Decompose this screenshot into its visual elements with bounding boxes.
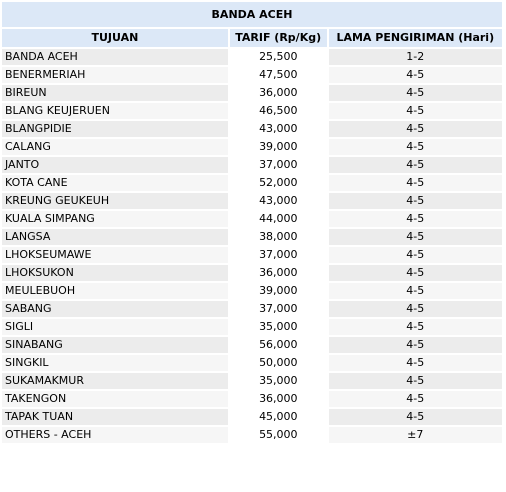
destination-cell: TAKENGON	[2, 391, 228, 407]
region-title: BANDA ACEH	[2, 2, 502, 27]
destination-cell: BANDA ACEH	[2, 49, 228, 65]
tariff-cell: 52,000	[229, 175, 327, 191]
tariff-cell: 39,000	[229, 283, 327, 299]
destination-cell: SINABANG	[2, 337, 228, 353]
table-row: LHOKSUKON 36,000 4-5	[2, 265, 502, 281]
duration-cell: 1-2	[328, 49, 502, 65]
destination-cell: MEULEBUOH	[2, 283, 228, 299]
tariff-cell: 55,000	[229, 427, 327, 443]
duration-cell: 4-5	[328, 247, 502, 263]
duration-cell: 4-5	[328, 391, 502, 407]
tariff-cell: 36,000	[229, 265, 327, 281]
table-row: BENERMERIAH 47,500 4-5	[2, 67, 502, 83]
tariff-cell: 45,000	[229, 409, 327, 425]
table-row: SIGLI 35,000 4-5	[2, 319, 502, 335]
duration-cell: 4-5	[328, 175, 502, 191]
tariff-cell: 36,000	[229, 85, 327, 101]
duration-cell: 4-5	[328, 157, 502, 173]
table-body: BANDA ACEH 25,500 1-2 BENERMERIAH 47,500 4-5 B…	[2, 49, 502, 443]
tariff-cell: 38,000	[229, 229, 327, 245]
table-row: MEULEBUOH 39,000 4-5	[2, 283, 502, 299]
column-header-destination: TUJUAN	[2, 29, 228, 47]
tariff-cell: 43,000	[229, 193, 327, 209]
table-row: KUALA SIMPANG 44,000 4-5	[2, 211, 502, 227]
destination-cell: LHOKSEUMAWE	[2, 247, 228, 263]
destination-cell: LHOKSUKON	[2, 265, 228, 281]
destination-cell: SUKAMAKMUR	[2, 373, 228, 389]
duration-cell: 4-5	[328, 103, 502, 119]
duration-cell: 4-5	[328, 229, 502, 245]
duration-cell: 4-5	[328, 193, 502, 209]
table-row: SINGKIL 50,000 4-5	[2, 355, 502, 371]
duration-cell: 4-5	[328, 373, 502, 389]
region-header-row: BANDA ACEH	[2, 2, 502, 27]
duration-cell: 4-5	[328, 265, 502, 281]
table-row: JANTO 37,000 4-5	[2, 157, 502, 173]
tariff-cell: 35,000	[229, 319, 327, 335]
tariff-cell: 37,000	[229, 301, 327, 317]
destination-cell: BENERMERIAH	[2, 67, 228, 83]
duration-cell: 4-5	[328, 67, 502, 83]
table-row: KOTA CANE 52,000 4-5	[2, 175, 502, 191]
table-row: BANDA ACEH 25,500 1-2	[2, 49, 502, 65]
table-row: SINABANG 56,000 4-5	[2, 337, 502, 353]
destination-cell: OTHERS - ACEH	[2, 427, 228, 443]
destination-cell: CALANG	[2, 139, 228, 155]
destination-cell: BIREUN	[2, 85, 228, 101]
tariff-cell: 47,500	[229, 67, 327, 83]
table-row: OTHERS - ACEH 55,000 ±7	[2, 427, 502, 443]
duration-cell: 4-5	[328, 139, 502, 155]
table-row: TAPAK TUAN 45,000 4-5	[2, 409, 502, 425]
table-row: BIREUN 36,000 4-5	[2, 85, 502, 101]
tariff-cell: 43,000	[229, 121, 327, 137]
tariff-cell: 50,000	[229, 355, 327, 371]
table-row: LANGSA 38,000 4-5	[2, 229, 502, 245]
duration-cell: 4-5	[328, 85, 502, 101]
destination-cell: KREUNG GEUKEUH	[2, 193, 228, 209]
destination-cell: BLANG KEUJERUEN	[2, 103, 228, 119]
column-header-duration: LAMA PENGIRIMAN (Hari)	[328, 29, 502, 47]
destination-cell: SINGKIL	[2, 355, 228, 371]
duration-cell: 4-5	[328, 283, 502, 299]
duration-cell: 4-5	[328, 121, 502, 137]
tariff-cell: 46,500	[229, 103, 327, 119]
table-row: CALANG 39,000 4-5	[2, 139, 502, 155]
tariff-cell: 44,000	[229, 211, 327, 227]
destination-cell: KOTA CANE	[2, 175, 228, 191]
destination-cell: LANGSA	[2, 229, 228, 245]
destination-cell: BLANGPIDIE	[2, 121, 228, 137]
destination-cell: TAPAK TUAN	[2, 409, 228, 425]
destination-cell: JANTO	[2, 157, 228, 173]
tariff-cell: 36,000	[229, 391, 327, 407]
duration-cell: 4-5	[328, 301, 502, 317]
duration-cell: 4-5	[328, 211, 502, 227]
destination-cell: KUALA SIMPANG	[2, 211, 228, 227]
tariff-cell: 37,000	[229, 157, 327, 173]
table-row: SUKAMAKMUR 35,000 4-5	[2, 373, 502, 389]
duration-cell: 4-5	[328, 409, 502, 425]
column-header-tariff: TARIF (Rp/Kg)	[229, 29, 327, 47]
table-row: BLANG KEUJERUEN 46,500 4-5	[2, 103, 502, 119]
table-row: BLANGPIDIE 43,000 4-5	[2, 121, 502, 137]
duration-cell: ±7	[328, 427, 502, 443]
duration-cell: 4-5	[328, 319, 502, 335]
tariff-cell: 39,000	[229, 139, 327, 155]
table-row: LHOKSEUMAWE 37,000 4-5	[2, 247, 502, 263]
tariff-cell: 37,000	[229, 247, 327, 263]
table-row: TAKENGON 36,000 4-5	[2, 391, 502, 407]
table-row: SABANG 37,000 4-5	[2, 301, 502, 317]
destination-cell: SIGLI	[2, 319, 228, 335]
duration-cell: 4-5	[328, 337, 502, 353]
tariff-cell: 35,000	[229, 373, 327, 389]
column-header-row: TUJUAN TARIF (Rp/Kg) LAMA PENGIRIMAN (Ha…	[2, 29, 502, 47]
destination-cell: SABANG	[2, 301, 228, 317]
tariff-cell: 25,500	[229, 49, 327, 65]
duration-cell: 4-5	[328, 355, 502, 371]
tariff-cell: 56,000	[229, 337, 327, 353]
tariff-table: BANDA ACEH TUJUAN TARIF (Rp/Kg) LAMA PEN…	[2, 2, 502, 443]
table-row: KREUNG GEUKEUH 43,000 4-5	[2, 193, 502, 209]
